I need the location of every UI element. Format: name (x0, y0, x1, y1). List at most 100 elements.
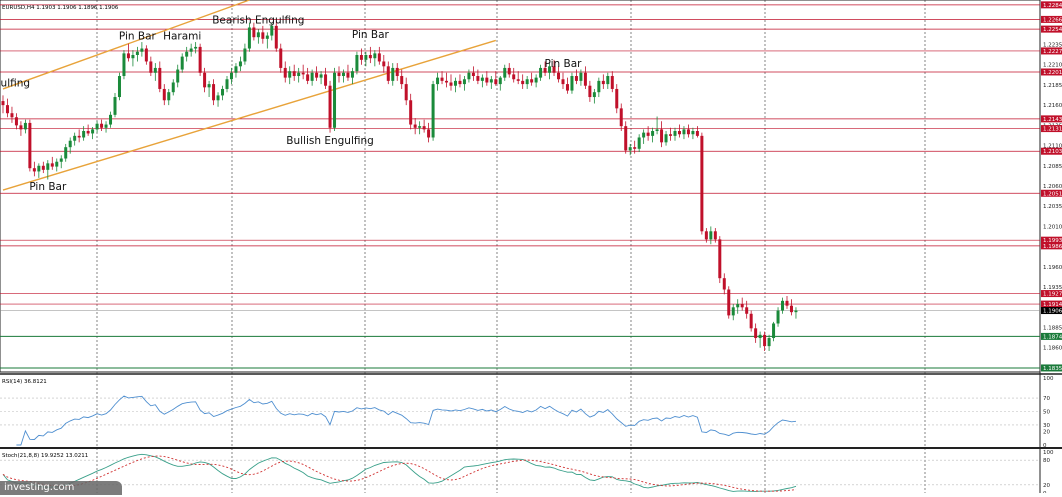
candle-body (212, 84, 216, 101)
level-price-tag: 1.2103 (1041, 147, 1062, 155)
candle (270, 22, 274, 41)
candle (10, 106, 14, 123)
candle (601, 74, 605, 89)
candle-body (1, 101, 5, 106)
candle (642, 129, 646, 144)
candle (238, 56, 242, 72)
candle (713, 228, 717, 243)
candle (570, 72, 574, 94)
candle (691, 127, 695, 140)
candle-body (319, 74, 323, 78)
level-tag-text: 1.2051 (1043, 191, 1062, 197)
candle (86, 124, 90, 136)
candle (498, 76, 502, 91)
candle-body (234, 66, 238, 73)
candle-body (449, 82, 453, 86)
level-price-tag: 1.2131 (1041, 125, 1062, 133)
candle (789, 299, 793, 316)
candle-body (633, 147, 637, 149)
candle-body (400, 76, 404, 85)
candle (126, 43, 130, 62)
candle-body (436, 77, 440, 85)
candle-body (781, 300, 785, 311)
candle-body (445, 80, 449, 83)
candle-body (565, 84, 569, 91)
candle (337, 66, 341, 83)
pattern-label: Pin Bar (29, 181, 67, 193)
candle-body (758, 334, 762, 339)
price-tick-label: 1.2185 (1043, 83, 1062, 89)
candle-body (413, 124, 417, 128)
candle (234, 63, 238, 78)
level-tag-bg (1041, 47, 1062, 55)
candle (328, 80, 332, 133)
candle-body (682, 129, 686, 135)
level-tag-text: 1.2227 (1043, 49, 1062, 55)
candle (350, 67, 354, 85)
candle-body (740, 304, 744, 308)
candle-body (534, 77, 538, 83)
candle-body (763, 334, 767, 347)
candle-body (642, 132, 646, 138)
candle-body (131, 54, 135, 59)
candle-body (82, 131, 86, 138)
candle-body (467, 72, 471, 80)
candle-body (225, 79, 229, 89)
candle (283, 61, 287, 83)
candle-body (615, 88, 619, 109)
rsi-axis-label: 20 (1043, 430, 1050, 436)
level-tag-text: 1.1993 (1043, 238, 1062, 244)
candle (516, 71, 520, 85)
channel-line (2, 39, 497, 191)
candle (28, 119, 32, 172)
candle (418, 121, 422, 135)
candle (95, 121, 99, 133)
candle-body (386, 66, 390, 81)
candle-body (548, 66, 552, 73)
candle-body (135, 51, 139, 55)
stoch-panel: 10080200 (0, 450, 1054, 497)
candle-body (583, 72, 587, 86)
candle (37, 163, 41, 178)
candle (189, 43, 193, 57)
candle-body (382, 61, 386, 67)
candle-body (597, 80, 601, 93)
price-tick-label: 1.2210 (1043, 63, 1062, 69)
candle-body (498, 77, 502, 85)
candle (655, 116, 659, 135)
trend-channel[interactable] (2, 0, 497, 191)
candle-body (391, 67, 395, 81)
candle-body (404, 84, 408, 101)
candle-body (503, 67, 507, 78)
price-axis[interactable]: 1.22351.22101.21851.21601.21351.21101.20… (1041, 1, 1062, 372)
level-tag-bg (1041, 290, 1062, 298)
candle (453, 77, 457, 93)
candle (637, 134, 641, 153)
candle-body (203, 72, 207, 88)
candle-body (709, 231, 713, 240)
candle-body (592, 92, 596, 98)
candle-body (700, 135, 704, 232)
candle-body (122, 53, 126, 77)
candle-body (704, 231, 708, 240)
level-tag-text: 1.2131 (1043, 127, 1062, 133)
candle (767, 334, 771, 351)
candle (135, 46, 139, 62)
level-tag-text: 1.2201 (1043, 70, 1062, 76)
level-price-tag: 1.1993 (1041, 236, 1062, 244)
candle-body (552, 66, 556, 73)
candle (660, 121, 664, 148)
level-price-tag: 1.2284 (1041, 1, 1062, 9)
price-tick-label: 1.2110 (1043, 144, 1062, 150)
level-tag-bg (1041, 189, 1062, 197)
candle (651, 127, 655, 143)
candle-body (229, 72, 233, 80)
candle (422, 119, 426, 133)
candle-body (664, 134, 668, 143)
candle-body (256, 32, 260, 38)
candle-body (315, 72, 319, 78)
candle-body (646, 132, 650, 136)
candle (91, 126, 95, 140)
